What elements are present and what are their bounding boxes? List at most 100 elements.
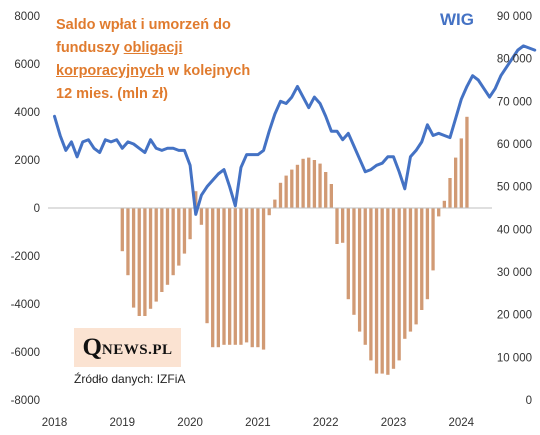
- bar: [380, 208, 384, 374]
- bar: [295, 164, 300, 208]
- bar: [301, 158, 305, 208]
- bar: [278, 182, 283, 208]
- title-prefix: Saldo wpłat i umorzeń do funduszy: [56, 17, 231, 56]
- x-axis-ticks: 2018 2019 2020 2021 2022 2023 2024: [42, 417, 475, 429]
- bar: [250, 208, 254, 348]
- bar: [357, 208, 362, 332]
- bar: [148, 208, 153, 309]
- x-tick-label: 2021: [245, 417, 271, 429]
- bar: [211, 208, 215, 348]
- right-tick-label: 10 000: [497, 352, 532, 364]
- right-axis-ticks: 0 10 000 20 000 30 000 40 000 50 000 60 000 70 …: [497, 11, 532, 407]
- bar: [454, 157, 458, 208]
- right-tick-label: 70 000: [497, 96, 532, 108]
- bar: [341, 208, 345, 243]
- chart-title: Saldo wpłat i umorzeń do funduszy obliga…: [56, 14, 256, 106]
- bar: [120, 208, 124, 252]
- bar: [307, 157, 311, 208]
- source-note: Źródło danych: IZFiA: [74, 372, 186, 386]
- bar: [403, 208, 407, 339]
- bar: [369, 208, 373, 361]
- bar: [131, 208, 136, 308]
- bar: [442, 200, 446, 208]
- bar: [222, 208, 226, 345]
- left-tick-label: -2000: [11, 251, 40, 263]
- bar: [194, 191, 198, 208]
- bar: [408, 208, 413, 332]
- bar: [165, 208, 170, 285]
- bar: [228, 208, 232, 345]
- bar: [233, 208, 237, 345]
- right-tick-label: 20 000: [497, 310, 532, 322]
- bar: [397, 208, 401, 361]
- title-suffix: w kolejnych 12 mies. (mln zł): [56, 63, 251, 102]
- bar: [448, 178, 452, 208]
- bar: [267, 208, 271, 216]
- bar: [324, 172, 328, 208]
- left-tick-label: -4000: [11, 299, 40, 311]
- bar: [216, 208, 220, 348]
- bar: [239, 208, 243, 345]
- bar: [154, 208, 158, 302]
- right-tick-label: 40 000: [497, 224, 532, 236]
- bar: [391, 208, 396, 369]
- right-tick-label: 0: [526, 395, 532, 407]
- brand-logo: Q NEWS.PL: [74, 328, 181, 367]
- bar: [386, 208, 390, 375]
- bar: [137, 208, 141, 316]
- bar: [346, 208, 350, 300]
- bar: [465, 116, 469, 208]
- bar: [160, 208, 164, 292]
- bar: [459, 138, 463, 208]
- left-tick-label: -6000: [11, 347, 40, 359]
- bar: [318, 163, 322, 208]
- bar: [188, 208, 192, 240]
- left-tick-label: 2000: [14, 155, 40, 167]
- x-tick-label: 2018: [42, 417, 68, 429]
- left-tick-label: 4000: [14, 107, 40, 119]
- brand-q: Q: [82, 333, 102, 361]
- left-tick-label: 8000: [14, 11, 40, 23]
- wig-line: [53, 44, 537, 216]
- bar: [363, 208, 367, 345]
- x-tick-label: 2022: [313, 417, 339, 429]
- right-tick-label: 50 000: [497, 182, 532, 194]
- x-tick-label: 2023: [381, 417, 407, 429]
- left-tick-label: -8000: [11, 395, 40, 407]
- left-tick-label: 0: [34, 203, 40, 215]
- bar: [431, 208, 435, 271]
- brand-rest: NEWS.PL: [101, 341, 173, 358]
- x-tick-label: 2024: [449, 417, 475, 429]
- bar: [143, 208, 147, 316]
- left-axis-ticks: -8000 -6000 -4000 -2000 0 2000 4000 6000 8000: [11, 11, 40, 407]
- title-underlined: obligacji korporacyjnych: [56, 40, 183, 79]
- bar: [290, 169, 294, 208]
- right-tick-label: 90 000: [497, 11, 532, 23]
- bar: [244, 208, 249, 343]
- bar: [335, 208, 339, 244]
- bar: [352, 208, 356, 315]
- bar: [284, 175, 288, 208]
- bar: [256, 208, 260, 348]
- right-tick-label: 60 000: [497, 139, 532, 151]
- bar: [273, 199, 277, 208]
- bar: [199, 208, 204, 225]
- bar: [312, 160, 317, 208]
- x-tick-label: 2020: [177, 417, 203, 429]
- bar: [177, 208, 181, 266]
- right-tick-label: 80 000: [497, 54, 532, 66]
- x-tick-label: 2019: [110, 417, 136, 429]
- bar: [182, 208, 187, 254]
- bar: [261, 208, 266, 350]
- bar: [374, 208, 379, 374]
- bar: [425, 208, 430, 300]
- bar: [171, 208, 175, 276]
- bar: [414, 208, 418, 325]
- bar: [437, 208, 441, 217]
- bar: [126, 208, 130, 276]
- bar: [329, 184, 333, 208]
- right-tick-label: 30 000: [497, 267, 532, 279]
- wig-series-label: WIG: [440, 10, 474, 29]
- left-tick-label: 6000: [14, 59, 40, 71]
